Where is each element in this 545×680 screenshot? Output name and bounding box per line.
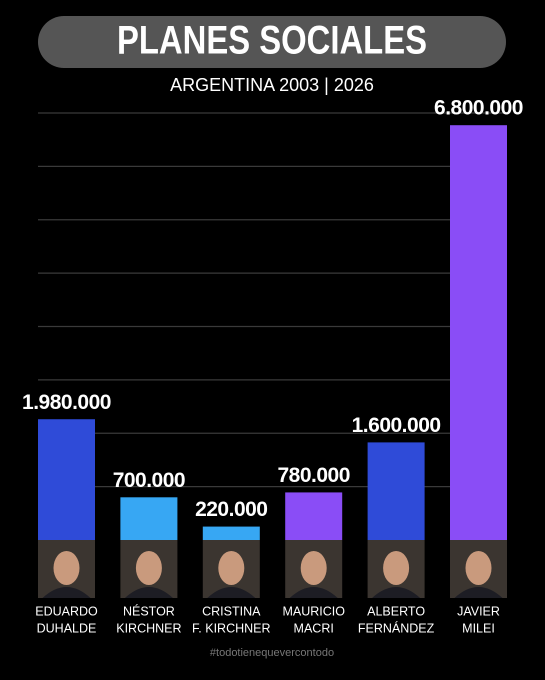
x-tick-label: DUHALDE	[37, 621, 97, 635]
x-tick-label: F. KIRCHNER	[192, 621, 270, 635]
value-label: 1.980.000	[22, 391, 111, 414]
bar	[120, 497, 178, 540]
grid	[38, 112, 507, 488]
x-tick-label: CRISTINA	[202, 604, 261, 618]
x-tick-label: MILEI	[462, 621, 495, 635]
portrait-face	[383, 551, 410, 585]
portrait-face	[465, 551, 492, 585]
x-tick-label: KIRCHNER	[116, 621, 181, 635]
x-tick-label: NÉSTOR	[123, 603, 175, 618]
portrait-body	[289, 587, 338, 598]
portrait-face	[135, 551, 162, 585]
bar	[202, 526, 260, 540]
chart-subtitle: ARGENTINA 2003 | 2026	[170, 75, 374, 95]
x-tick-label: ALBERTO	[367, 604, 425, 618]
bar	[285, 492, 343, 540]
value-label: 780.000	[277, 464, 349, 487]
portrait-body	[207, 587, 256, 598]
portrait-body	[454, 587, 503, 598]
title-pill	[38, 16, 506, 68]
value-label: 220.000	[195, 498, 267, 521]
portrait-body	[372, 587, 421, 598]
plot: 1.980.000 EDUARDO DUHALDE 700.000 NÉSTOR KIRC…	[22, 97, 523, 636]
portrait-face	[300, 551, 327, 585]
x-tick-label: MACRI	[294, 621, 334, 635]
chart-title: PLANES SOCIALES	[117, 19, 427, 63]
x-tick-label: FERNÁNDEZ	[358, 620, 435, 635]
x-tick-label: MAURICIO	[282, 604, 345, 618]
portrait-face	[53, 551, 80, 585]
bar	[38, 419, 95, 540]
x-tick-label: JAVIER	[457, 604, 500, 618]
bar	[450, 125, 507, 540]
footer: #todotienequevercontodo	[210, 647, 334, 659]
bar	[367, 442, 425, 540]
portrait-face	[218, 551, 245, 585]
portrait-body	[124, 587, 173, 598]
portrait-body	[42, 587, 91, 598]
value-label: 6.800.000	[434, 97, 523, 120]
value-label: 1.600.000	[352, 414, 441, 437]
value-label: 700.000	[113, 469, 185, 492]
x-tick-label: EDUARDO	[35, 604, 98, 618]
